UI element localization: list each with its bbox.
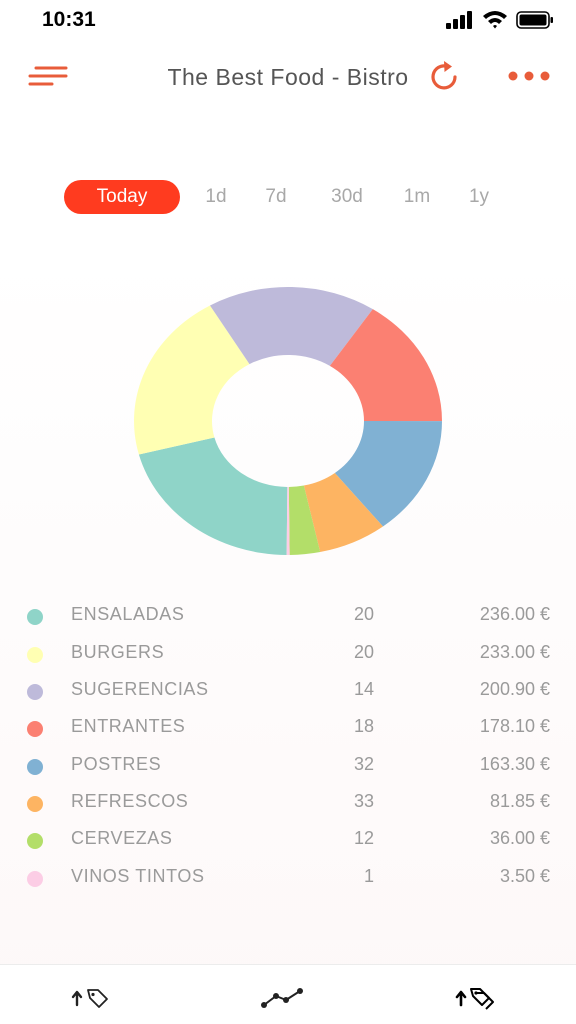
status-time: 10:31 <box>42 8 96 31</box>
wifi-icon <box>483 11 507 29</box>
header: The Best Food - Bistro <box>0 52 576 104</box>
donut-slice-sugerencias[interactable] <box>209 287 373 366</box>
donut-slice-cervezas[interactable] <box>288 485 321 555</box>
legend-item-count: 14 <box>353 679 374 699</box>
legend-amount: 3.50 € <box>499 866 550 886</box>
menu-icon[interactable] <box>26 62 70 92</box>
period-tab-1d[interactable]: 1d <box>205 186 227 207</box>
legend-category-name: SUGERENCIAS <box>71 679 209 699</box>
legend-amount: 233.00 € <box>479 642 550 662</box>
donut-slice-postres[interactable] <box>334 421 442 527</box>
legend-color-dot <box>27 721 43 737</box>
legend-color-dot <box>27 647 43 663</box>
legend-color-dot <box>27 759 43 775</box>
donut-slice-vinos-tintos[interactable] <box>286 486 290 555</box>
period-tab-today[interactable]: Today <box>64 180 180 214</box>
period-selector: Today 1d 7d 30d 1m 1y <box>0 180 576 216</box>
cellular-signal-icon <box>446 10 472 29</box>
legend-row[interactable]: VINOS TINTOS 1 3.50 € <box>0 858 576 894</box>
trend-line-icon[interactable] <box>260 985 306 1011</box>
legend-amount: 178.10 € <box>479 716 550 736</box>
status-icons <box>446 10 554 29</box>
legend-row[interactable]: ENSALADAS 20 236.00 € <box>0 596 576 632</box>
legend-category-name: ENSALADAS <box>71 604 185 624</box>
battery-icon <box>516 10 553 29</box>
legend-row[interactable]: CERVEZAS 12 36.00 € <box>0 820 576 856</box>
bottom-tab-bar <box>0 964 576 1024</box>
legend-item-count: 12 <box>353 828 374 848</box>
legend-amount: 200.90 € <box>479 679 550 699</box>
category-donut-chart <box>134 287 442 555</box>
legend-amount: 236.00 € <box>479 604 550 624</box>
legend-category-name: BURGERS <box>71 642 165 662</box>
legend-item-count: 32 <box>353 754 374 774</box>
legend-item-count: 20 <box>353 604 374 624</box>
legend-category-name: ENTRANTES <box>71 716 186 736</box>
legend-category-name: REFRESCOS <box>71 791 189 811</box>
more-options-icon[interactable] <box>506 64 552 88</box>
legend-item-count: 18 <box>353 716 374 736</box>
period-tab-1y[interactable]: 1y <box>468 186 490 207</box>
legend-row[interactable]: ENTRANTES 18 178.10 € <box>0 708 576 744</box>
page-title: The Best Food - Bistro <box>167 64 409 90</box>
legend-color-dot <box>27 796 43 812</box>
refresh-icon[interactable] <box>428 60 462 94</box>
legend-item-count: 1 <box>363 866 374 886</box>
donut-slice-ensaladas[interactable] <box>138 437 288 555</box>
legend-amount: 81.85 € <box>489 791 550 811</box>
status-bar: 10:31 <box>0 0 576 44</box>
legend-category-name: VINOS TINTOS <box>71 866 205 886</box>
period-tab-30d[interactable]: 30d <box>331 186 363 207</box>
donut-slice-burgers[interactable] <box>134 305 250 455</box>
period-tab-1m[interactable]: 1m <box>403 186 431 207</box>
legend-category-name: CERVEZAS <box>71 828 173 848</box>
legend-amount: 163.30 € <box>479 754 550 774</box>
legend-item-count: 20 <box>353 642 374 662</box>
legend-row[interactable]: SUGERENCIAS 14 200.90 € <box>0 671 576 707</box>
legend-row[interactable]: BURGERS 20 233.00 € <box>0 634 576 670</box>
legend-row[interactable]: POSTRES 32 163.30 € <box>0 746 576 782</box>
upload-tags-icon[interactable] <box>454 985 496 1011</box>
upload-tag-icon[interactable] <box>70 985 110 1011</box>
legend-category-name: POSTRES <box>71 754 162 774</box>
legend-color-dot <box>27 833 43 849</box>
legend-color-dot <box>27 871 43 887</box>
period-tab-7d[interactable]: 7d <box>265 186 287 207</box>
legend-item-count: 33 <box>353 791 374 811</box>
legend-amount: 36.00 € <box>489 828 550 848</box>
donut-slice-refrescos[interactable] <box>303 472 383 553</box>
legend-color-dot <box>27 684 43 700</box>
legend-color-dot <box>27 609 43 625</box>
donut-slice-entrantes[interactable] <box>329 309 442 422</box>
legend-row[interactable]: REFRESCOS 33 81.85 € <box>0 783 576 819</box>
